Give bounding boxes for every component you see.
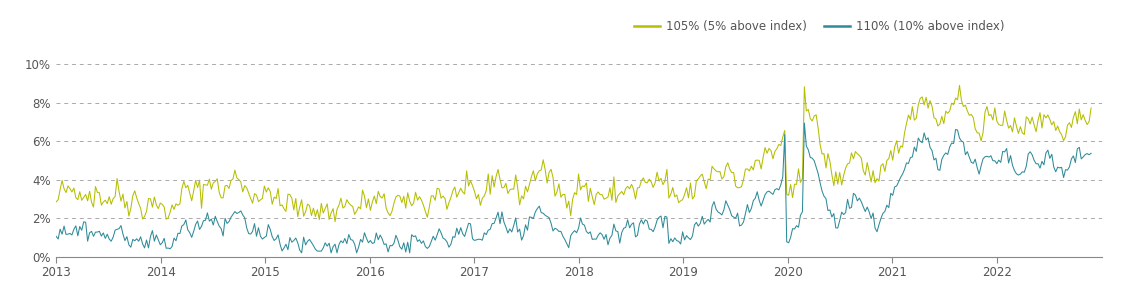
Legend: 105% (5% above index), 110% (10% above index): 105% (5% above index), 110% (10% above i…	[629, 16, 1009, 38]
